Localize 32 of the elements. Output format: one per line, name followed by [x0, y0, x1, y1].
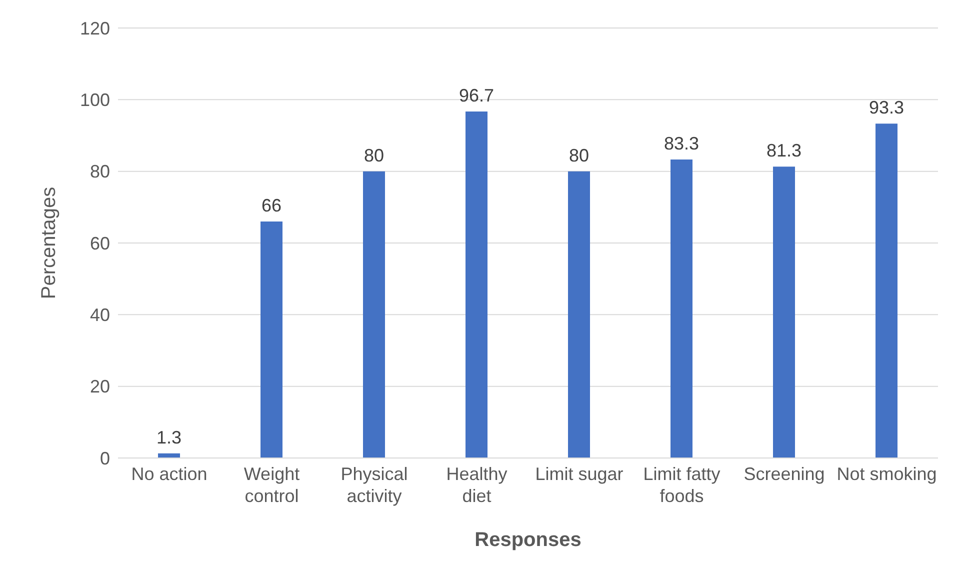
- data-label: 1.3: [156, 427, 182, 448]
- bar: [876, 124, 898, 458]
- y-tick-label: 60: [90, 233, 110, 254]
- x-tick-label: Weight control: [244, 464, 300, 506]
- bar: [260, 222, 282, 458]
- bar: [363, 171, 385, 458]
- data-label: 93.3: [868, 98, 904, 118]
- bar: [466, 111, 488, 458]
- y-tick-label: 20: [90, 376, 110, 397]
- x-tick-label: Healthy diet: [446, 464, 508, 506]
- bar: [670, 160, 692, 458]
- data-label: 80: [568, 145, 590, 166]
- bar: [568, 171, 590, 458]
- data-label: 66: [261, 196, 282, 216]
- y-tick-label: 100: [80, 90, 110, 110]
- bar: [773, 166, 795, 458]
- y-axis-title: Percentages: [38, 186, 60, 300]
- x-axis-title: Responses: [474, 529, 582, 551]
- x-tick-label: Limit fatty foods: [643, 464, 720, 506]
- data-label: 96.7: [458, 85, 494, 106]
- data-label: 83.3: [664, 134, 700, 154]
- y-tick-label: 0: [100, 448, 110, 468]
- x-tick-label: Limit sugar: [535, 464, 624, 484]
- y-tick-label: 120: [80, 18, 110, 38]
- x-tick-label: Physical activity: [340, 464, 408, 506]
- x-tick-label: Screening: [744, 464, 825, 484]
- x-tick-label: Not smoking: [836, 464, 937, 484]
- data-label: 81.3: [766, 140, 802, 161]
- y-tick-label: 40: [90, 305, 110, 326]
- y-tick-label: 80: [90, 162, 110, 182]
- x-tick-label: No action: [131, 464, 208, 484]
- data-label: 80: [364, 145, 384, 166]
